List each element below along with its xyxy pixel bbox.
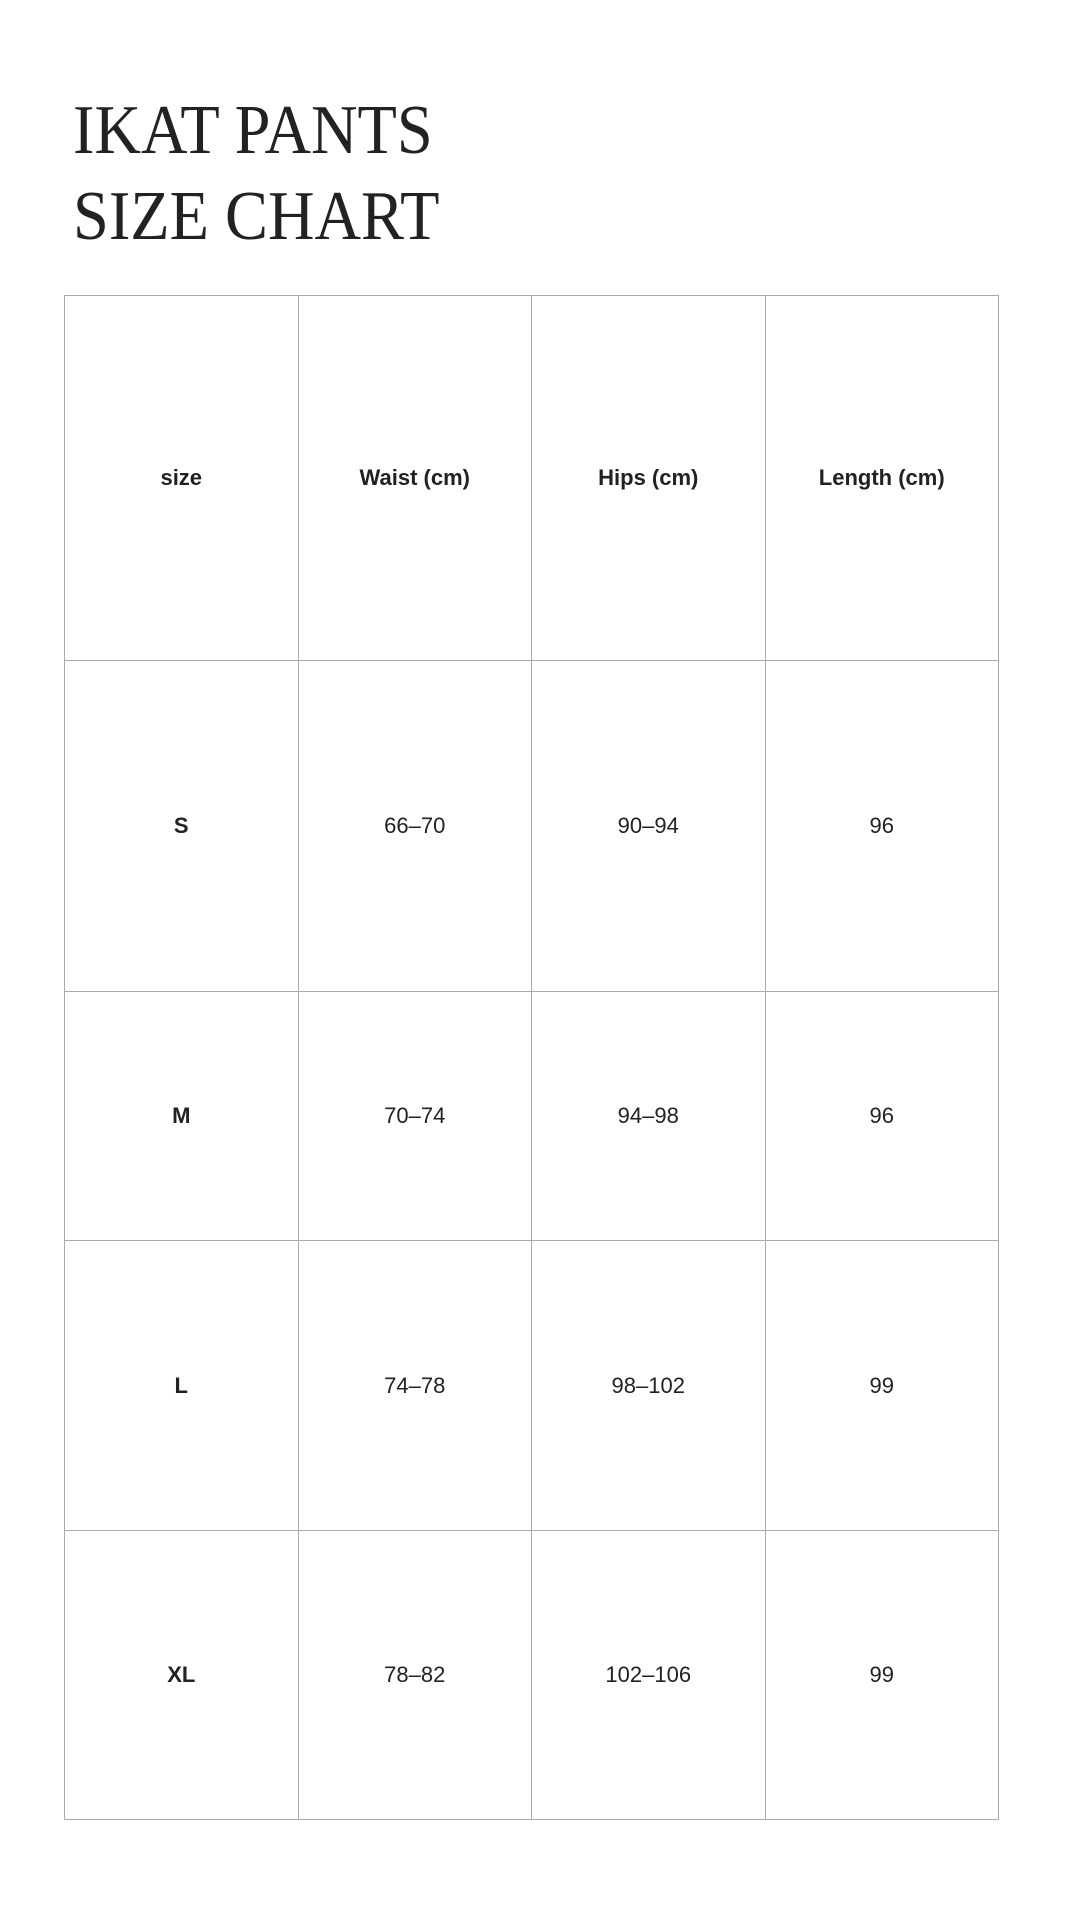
page-title: IKAT PANTS SIZE CHART: [73, 88, 439, 260]
cell-size: S: [64, 660, 299, 992]
header-size: size: [64, 295, 299, 661]
header-length: Length (cm): [764, 295, 999, 661]
table-row: M 70–74 94–98 96: [64, 991, 999, 1241]
header-row: size Waist (cm) Hips (cm) Length (cm): [64, 295, 999, 661]
cell-waist: 74–78: [297, 1240, 532, 1531]
cell-hips: 94–98: [531, 991, 766, 1241]
cell-size: L: [64, 1240, 299, 1531]
table-row: S 66–70 90–94 96: [64, 660, 999, 992]
cell-length: 96: [764, 660, 999, 992]
cell-length: 99: [764, 1240, 999, 1531]
header-hips: Hips (cm): [531, 295, 766, 661]
size-chart-table: size Waist (cm) Hips (cm) Length (cm) S …: [64, 295, 999, 1820]
cell-hips: 90–94: [531, 660, 766, 992]
cell-hips: 102–106: [531, 1530, 766, 1820]
cell-waist: 70–74: [297, 991, 532, 1241]
table-row: XL 78–82 102–106 99: [64, 1530, 999, 1820]
cell-size: M: [64, 991, 299, 1241]
cell-length: 99: [764, 1530, 999, 1820]
cell-length: 96: [764, 991, 999, 1241]
cell-waist: 66–70: [297, 660, 532, 992]
table-row: L 74–78 98–102 99: [64, 1240, 999, 1531]
cell-size: XL: [64, 1530, 299, 1820]
cell-waist: 78–82: [297, 1530, 532, 1820]
title-line-1: IKAT PANTS: [73, 92, 433, 169]
title-line-2: SIZE CHART: [73, 178, 440, 255]
header-waist: Waist (cm): [297, 295, 532, 661]
cell-hips: 98–102: [531, 1240, 766, 1531]
